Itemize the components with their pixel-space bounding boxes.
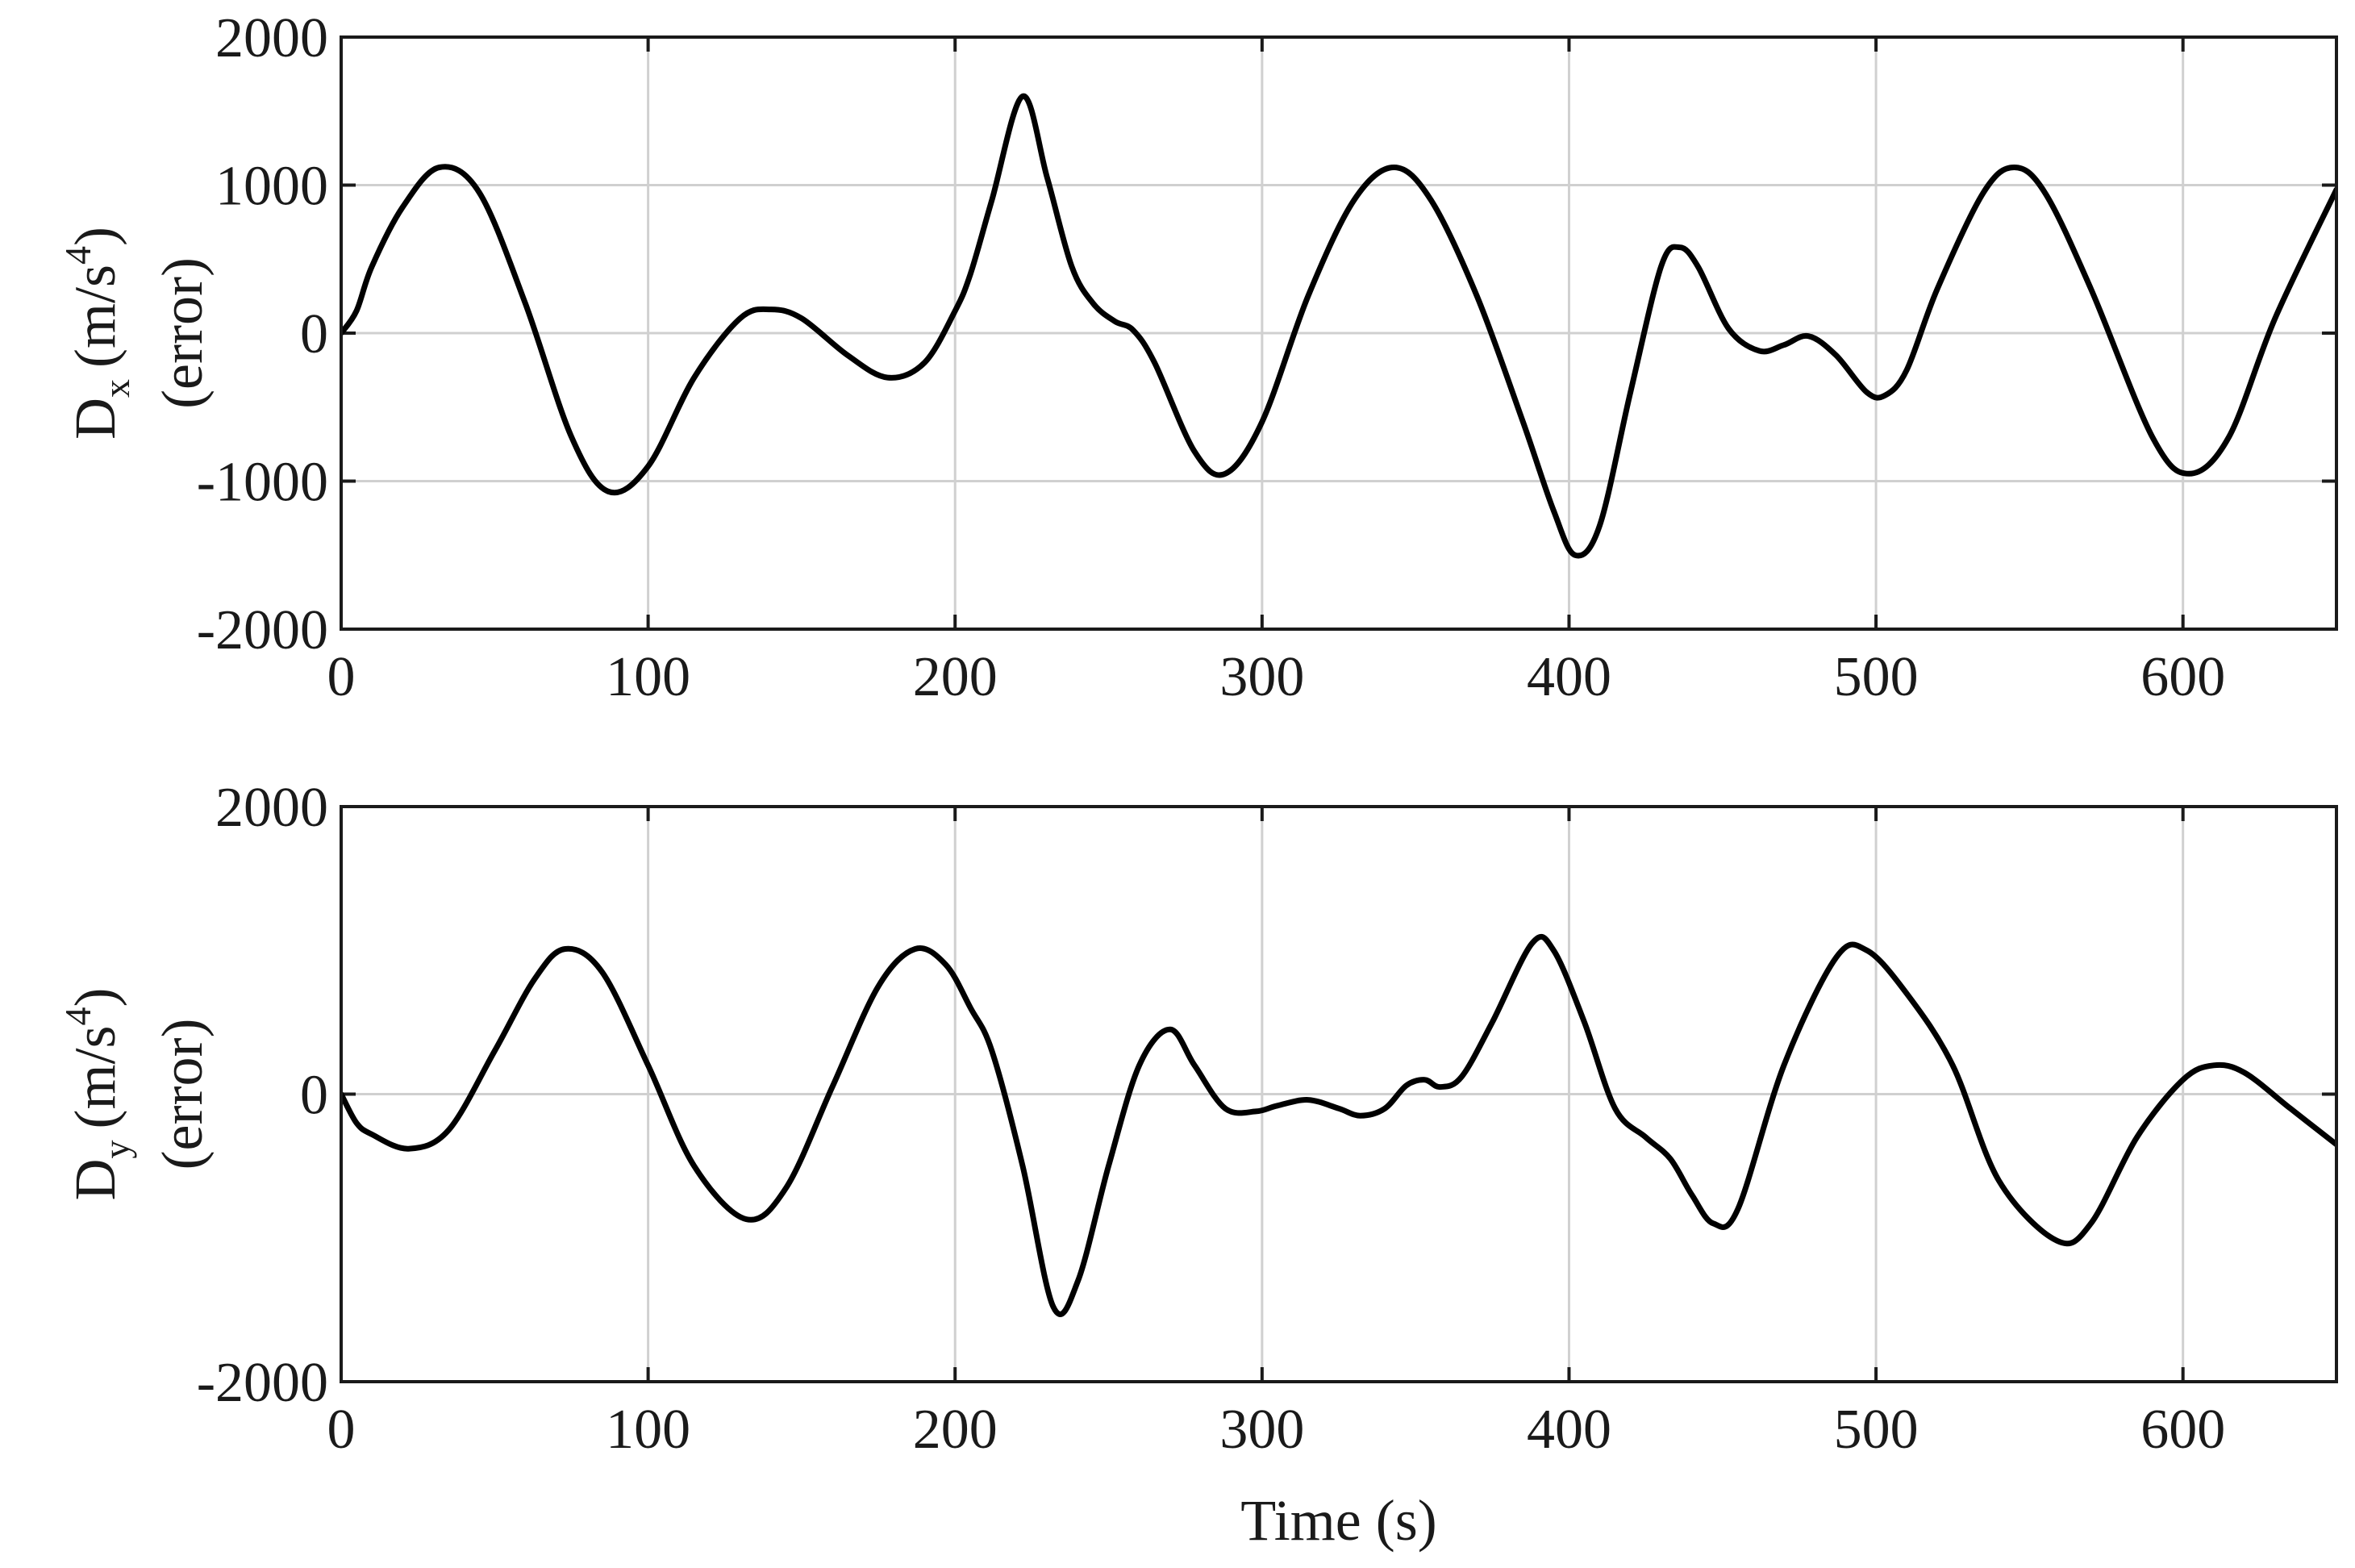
chart-panel-2: 0 100 200 300 400 500 600-200002000Dy(m/s4)(er… <box>57 777 2338 1553</box>
y-axis-title-unit-end: ) <box>63 988 127 1007</box>
y-axis-title-line2: (error) <box>150 257 215 409</box>
y-axis-title-subscript: x <box>96 379 137 398</box>
y-axis-title-unit-sup: 4 <box>57 1007 98 1025</box>
x-tick-label: 100 <box>606 1399 690 1461</box>
y-axis-title-unit: (m/s <box>63 1025 127 1128</box>
y-axis-title-base: D <box>63 398 127 440</box>
series-line-1 <box>341 93 2336 559</box>
x-tick-label: 0 <box>327 1399 356 1461</box>
y-tick-label: -2000 <box>197 599 328 661</box>
axes-frame <box>340 35 2338 631</box>
x-axis-title: Time (s) <box>1240 1488 1436 1553</box>
x-tick-label: 300 <box>1219 1399 1304 1461</box>
x-tick-label: 500 <box>1834 646 1919 708</box>
y-axis-title: Dx (m/s4) <box>57 227 137 440</box>
y-tick-label: 0 <box>300 1065 328 1127</box>
y-tick-label: 2000 <box>215 7 328 69</box>
y-axis-title-unit: (m/s <box>63 265 127 368</box>
x-tick-label: 400 <box>1527 1399 1611 1461</box>
y-axis-title-unit-sup: 4 <box>57 246 98 265</box>
y-tick-label: -1000 <box>197 452 328 514</box>
x-tick-label: 200 <box>913 646 998 708</box>
y-axis-title-subscript: y <box>96 1141 137 1159</box>
x-tick-label: 500 <box>1834 1399 1919 1461</box>
y-tick-label: 2000 <box>215 777 328 839</box>
x-tick-label: 0 <box>327 646 356 708</box>
y-tick-label: -2000 <box>197 1352 328 1414</box>
x-tick-label: 300 <box>1219 646 1304 708</box>
x-tick-label: 200 <box>913 1399 998 1461</box>
chart-panel-1: 0 100 200 300 400 500 600 -2000 -1000 0 1000 2000 Dx… <box>57 7 2338 708</box>
y-axis-title: Dy (m/s4) <box>57 988 137 1201</box>
y-axis-title-unit-end: ) <box>63 227 127 246</box>
x-tick-label: 600 <box>2140 646 2225 708</box>
x-tick-label: 600 <box>2140 1399 2225 1461</box>
y-tick-label: 0 <box>300 303 328 365</box>
x-tick-label: 400 <box>1527 646 1611 708</box>
y-tick-label: 1000 <box>215 156 328 218</box>
y-axis-title-line2: (error) <box>150 1019 215 1170</box>
series-line-1 <box>341 933 2336 1317</box>
axes-frame <box>340 805 2338 1383</box>
x-tick-label: 100 <box>606 646 690 708</box>
y-axis-title-base: D <box>63 1159 127 1201</box>
